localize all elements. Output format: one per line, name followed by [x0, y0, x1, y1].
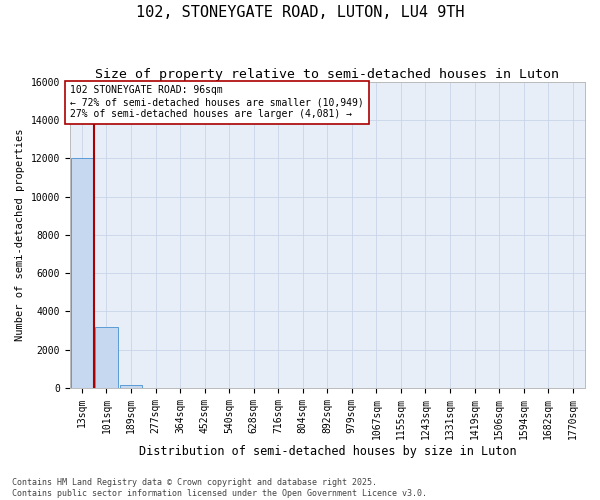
Bar	[71, 158, 93, 388]
Text: Contains HM Land Registry data © Crown copyright and database right 2025.
Contai: Contains HM Land Registry data © Crown c…	[12, 478, 427, 498]
Y-axis label: Number of semi-detached properties: Number of semi-detached properties	[15, 128, 25, 341]
Title: Size of property relative to semi-detached houses in Luton: Size of property relative to semi-detach…	[95, 68, 559, 80]
X-axis label: Distribution of semi-detached houses by size in Luton: Distribution of semi-detached houses by …	[139, 444, 516, 458]
Bar	[120, 385, 142, 388]
Bar	[95, 327, 118, 388]
Text: 102 STONEYGATE ROAD: 96sqm
← 72% of semi-detached houses are smaller (10,949)
27: 102 STONEYGATE ROAD: 96sqm ← 72% of semi…	[70, 86, 364, 118]
Text: 102, STONEYGATE ROAD, LUTON, LU4 9TH: 102, STONEYGATE ROAD, LUTON, LU4 9TH	[136, 5, 464, 20]
